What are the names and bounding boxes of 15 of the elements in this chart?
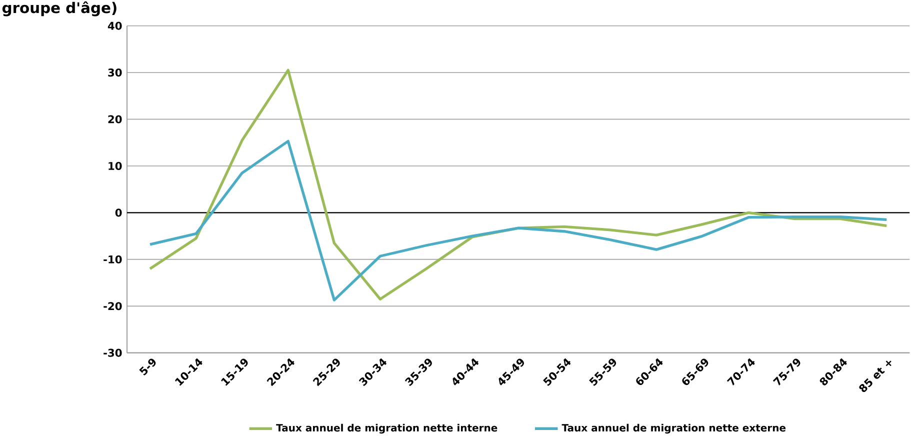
line-series: [148, 68, 888, 301]
y-tick-label: -30: [104, 348, 122, 357]
y-tick-label: 10: [108, 162, 122, 170]
x-tick-label: 5-9: [139, 358, 156, 376]
y-tick-label: -10: [104, 255, 122, 264]
y-tick-label: 40: [108, 22, 122, 30]
y-tick-label: 0: [115, 208, 122, 217]
line-series: [148, 140, 888, 302]
y-tick-label: 30: [108, 68, 122, 77]
legend-label: Taux annuel de migration nette interne: [276, 424, 498, 434]
chart-title: groupe d'âge): [2, 1, 116, 16]
y-tick-label: -20: [104, 302, 122, 310]
x-tick-label: 85 et +: [859, 360, 892, 392]
legend-label: Taux annuel de migration nette externe: [562, 424, 786, 434]
y-tick-label: 20: [108, 115, 122, 124]
